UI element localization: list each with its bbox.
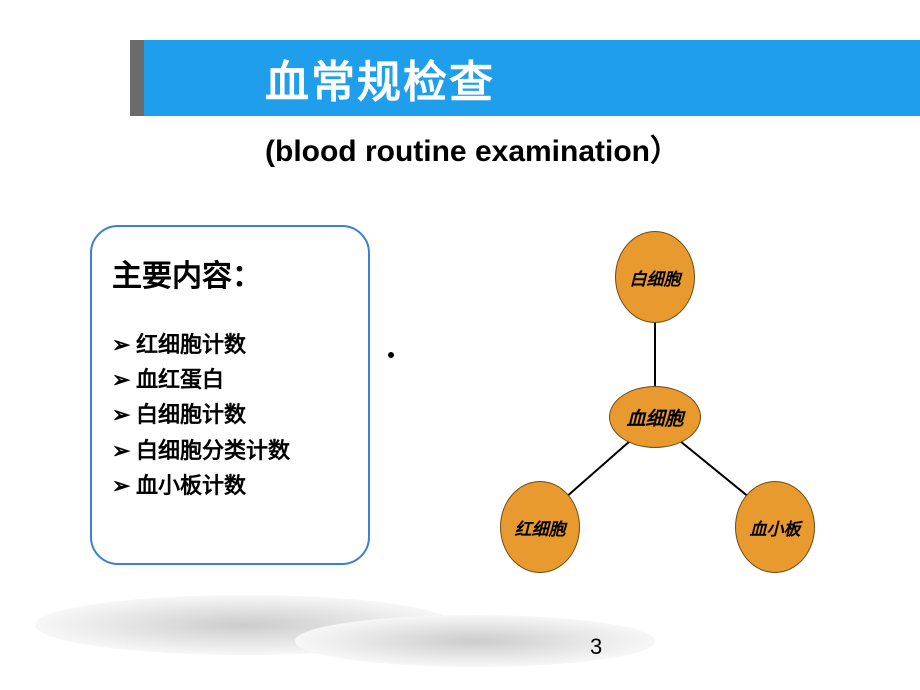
diagram-node-center: 血细胞: [609, 386, 701, 448]
list-item: 血小板计数: [112, 468, 348, 503]
list-item: 红细胞计数: [112, 327, 348, 362]
content-box: 主要内容： 红细胞计数 血红蛋白 白细胞计数 白细胞分类计数 血小板计数: [90, 225, 370, 565]
diagram-edge: [679, 440, 750, 499]
diagram-edge: [654, 323, 656, 388]
diagram-node-top: 白细胞: [615, 231, 695, 323]
header-bar: 血常规检查: [130, 40, 920, 116]
blood-cell-diagram: 血细胞 白细胞红细胞 血小板: [475, 222, 875, 582]
bullet-dot-icon: [388, 352, 394, 358]
diagram-edge: [564, 440, 630, 498]
diagram-node-label: 血小板: [750, 515, 801, 540]
list-item: 血红蛋白: [112, 362, 348, 397]
header-accent: [130, 40, 144, 116]
diagram-node-label: 白细胞: [630, 265, 681, 290]
diagram-node-left: 红细胞: [500, 481, 580, 573]
diagram-node-label: 血细胞: [626, 404, 683, 431]
content-list: 红细胞计数 血红蛋白 白细胞计数 白细胞分类计数 血小板计数: [112, 327, 348, 503]
content-heading: 主要内容：: [112, 251, 348, 295]
subtitle: (blood routine examination）: [265, 126, 680, 170]
list-item: 白细胞分类计数: [112, 433, 348, 468]
header-title: 血常规检查: [265, 46, 495, 110]
diagram-node-label: 红细胞: [515, 515, 566, 540]
page-number: 3: [590, 634, 602, 660]
diagram-node-right: 血小板: [735, 481, 815, 573]
list-item: 白细胞计数: [112, 397, 348, 432]
